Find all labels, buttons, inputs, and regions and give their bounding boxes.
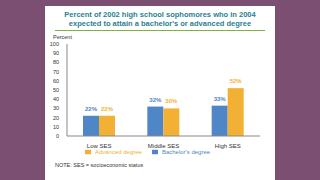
svg-text:22%: 22%	[101, 106, 114, 112]
svg-text:40: 40	[53, 96, 59, 102]
html-text:Percent of 2002 high school so: Percent of 2002 high school sophomores w…	[64, 10, 256, 28]
svg-text:10: 10	[53, 124, 59, 130]
svg-text:Low SES: Low SES	[87, 143, 112, 149]
html-text:Bachelor's degree: Bachelor's degree	[161, 149, 211, 155]
html-text:NOTE: SES = socioeconomic stat: NOTE: SES = socioeconomic status	[55, 162, 144, 168]
svg-text:20: 20	[53, 115, 59, 121]
svg-text:Middle SES: Middle SES	[148, 143, 179, 149]
svg-text:60: 60	[53, 78, 59, 84]
svg-text:33%: 33%	[214, 96, 227, 102]
svg-text:High SES: High SES	[215, 143, 241, 149]
svg-text:22%: 22%	[85, 106, 98, 112]
svg-text:0: 0	[56, 133, 59, 139]
svg-text:52%: 52%	[230, 78, 243, 84]
svg-text:50: 50	[53, 87, 59, 93]
svg-text:100: 100	[50, 41, 59, 47]
svg-text:90: 90	[53, 50, 59, 56]
svg-text:30%: 30%	[165, 98, 178, 104]
html-text:Advanced degree: Advanced degree	[94, 149, 142, 155]
svg-text:30: 30	[53, 105, 59, 111]
svg-text:32%: 32%	[149, 97, 162, 103]
svg-text:80: 80	[53, 59, 59, 65]
svg-text:70: 70	[53, 69, 59, 75]
html-text:Percent: Percent	[53, 34, 72, 40]
